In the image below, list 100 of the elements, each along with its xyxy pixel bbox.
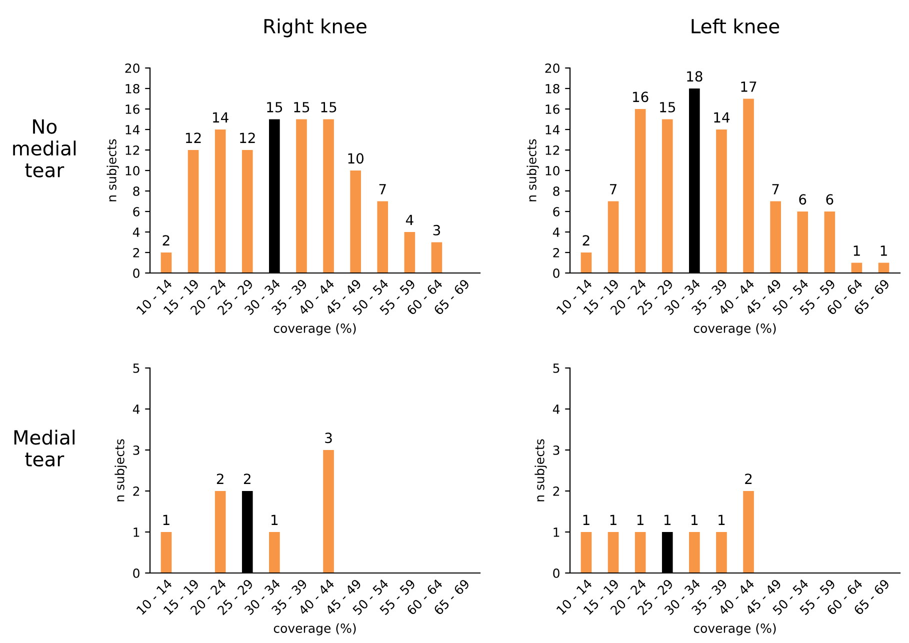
data-label: 1: [637, 514, 644, 525]
text: No medial tear: [13, 119, 76, 178]
y-tick-label: 14: [546, 125, 560, 134]
bar: [770, 201, 781, 273]
data-label: 18: [687, 71, 702, 82]
y-tick-label: 8: [133, 186, 140, 196]
data-label: 12: [240, 132, 255, 143]
bar: [214, 491, 226, 573]
data-label: 1: [718, 514, 725, 525]
y-tick-label: 12: [126, 145, 140, 155]
y-tick-label: 20: [545, 63, 560, 73]
data-label: 1: [692, 514, 698, 525]
data-label: 7: [379, 184, 386, 194]
bar: [323, 119, 334, 273]
bar: [160, 252, 172, 273]
bar: [188, 150, 199, 273]
data-label: 15: [660, 102, 675, 112]
y-tick-label: 0: [133, 268, 140, 278]
y-tick-label: 14: [126, 125, 140, 134]
y-tick-label: 4: [552, 228, 560, 237]
y-axis-title: n subjects: [106, 139, 119, 202]
data-label: 2: [162, 235, 170, 246]
data-label: 2: [216, 474, 224, 484]
data-label: 7: [772, 184, 779, 194]
bar: [242, 150, 253, 273]
y-tick-label: 18: [546, 84, 560, 94]
bar: [878, 262, 890, 273]
bar: [580, 252, 592, 273]
data-label: 12: [186, 132, 201, 143]
data-label: 3: [433, 224, 440, 236]
x-axis-title: coverage (%): [694, 323, 776, 336]
bar: [634, 109, 646, 273]
y-tick-label: 1: [554, 528, 560, 537]
y-tick-label: 10: [546, 166, 560, 176]
bar: [350, 170, 361, 273]
y-tick-label: 6: [553, 206, 560, 216]
bar: [851, 262, 862, 273]
data-label: 15: [321, 102, 336, 112]
y-tick-label: 2: [133, 248, 140, 258]
data-label: 17: [741, 82, 756, 92]
data-label: 16: [633, 92, 648, 102]
y-axis-title: n subjects: [526, 139, 539, 202]
data-label: 1: [610, 514, 616, 525]
text: Medial tear: [14, 430, 74, 467]
bar: [214, 130, 226, 273]
data-label: 15: [294, 102, 310, 112]
y-tick-label: 2: [133, 486, 140, 496]
y-tick-label: 5: [553, 364, 560, 373]
chart-title: Right knee: [264, 18, 366, 38]
y-tick-label: 4: [132, 228, 140, 237]
data-label: 6: [826, 194, 834, 205]
data-label: 3: [325, 432, 332, 444]
data-label: 2: [244, 474, 250, 484]
bar: [404, 232, 416, 273]
data-label: 6: [799, 194, 806, 205]
y-tick-label: 4: [552, 404, 560, 414]
y-tick-label: 3: [133, 445, 140, 455]
bar: [662, 119, 673, 273]
y-axis-title: n subjects: [534, 439, 547, 502]
y-tick-label: 2: [553, 486, 560, 496]
data-label: 1: [854, 246, 860, 256]
data-label: 2: [582, 235, 590, 246]
y-tick-label: 0: [553, 268, 560, 278]
data-label: 14: [714, 112, 730, 122]
bar: [608, 201, 619, 273]
y-tick-label: 16: [546, 104, 560, 114]
data-label: 1: [664, 514, 671, 525]
bar: [160, 532, 172, 573]
data-label: 1: [880, 246, 887, 256]
data-label: 1: [272, 514, 278, 525]
data-label: 7: [610, 184, 617, 194]
bar: [743, 98, 754, 273]
y-tick-label: 2: [553, 248, 560, 258]
y-axis-title: n subjects: [114, 439, 127, 502]
data-label: 15: [267, 102, 282, 112]
y-tick-label: 0: [553, 568, 560, 578]
bar: [797, 212, 808, 273]
y-tick-label: 16: [126, 104, 140, 114]
data-label: 1: [163, 514, 170, 525]
data-label: 10: [348, 153, 364, 164]
y-tick-label: 10: [126, 166, 140, 176]
data-label: 4: [406, 214, 414, 225]
data-label: 2: [745, 474, 752, 484]
x-axis-title: coverage (%): [274, 323, 356, 336]
x-axis-title: coverage (%): [694, 623, 776, 636]
bar: [296, 119, 307, 273]
y-tick-label: 5: [133, 364, 140, 373]
y-tick-label: 20: [125, 63, 140, 73]
data-label: 14: [213, 112, 228, 122]
bar: [269, 532, 280, 573]
x-axis-title: coverage (%): [274, 623, 356, 636]
data-label: 1: [583, 514, 590, 525]
y-tick-label: 18: [126, 84, 140, 94]
y-tick-label: 0: [133, 568, 140, 578]
bar: [323, 450, 334, 573]
bar: [377, 201, 388, 273]
y-tick-label: 3: [553, 445, 560, 455]
bar: [716, 130, 727, 273]
y-tick-label: 1: [134, 528, 140, 537]
bar: [824, 212, 836, 273]
